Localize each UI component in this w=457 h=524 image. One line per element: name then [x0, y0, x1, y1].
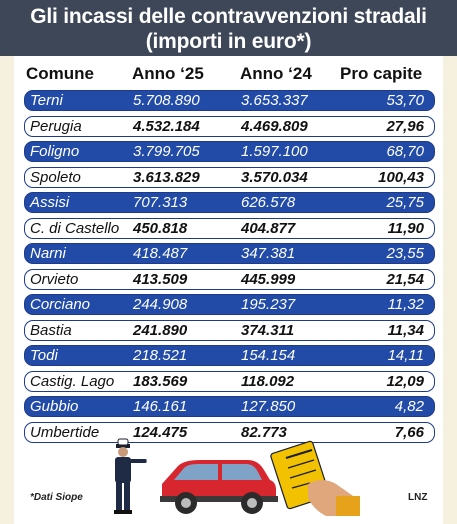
cell-anno-25: 124.475 — [133, 423, 188, 441]
table-row: Narni 418.487 347.381 23,55 — [24, 243, 435, 264]
cell-pro-capite: 25,75 — [386, 194, 424, 211]
cell-pro-capite: 11,32 — [387, 296, 424, 313]
cell-anno-25: 3.613.829 — [133, 168, 200, 186]
cell-pro-capite: 23,55 — [386, 245, 424, 262]
cell-anno-24: 118.092 — [241, 372, 295, 390]
cell-anno-25: 450.818 — [133, 219, 188, 237]
cell-pro-capite: 14,11 — [387, 347, 424, 364]
cell-anno-24: 127.850 — [241, 398, 296, 415]
traffic-police-officer-icon — [114, 438, 152, 514]
cell-anno-24: 4.469.809 — [241, 117, 308, 135]
cell-comune: Perugia — [30, 117, 82, 135]
cell-anno-24: 626.578 — [241, 194, 296, 211]
cell-anno-25: 707.313 — [133, 194, 188, 211]
table-row: Foligno 3.799.705 1.597.100 68,70 — [24, 141, 435, 162]
cell-anno-24: 1.597.100 — [241, 143, 308, 160]
cell-comune: Umbertide — [30, 423, 100, 441]
table-row: Corciano 244.908 195.237 11,32 — [24, 294, 435, 315]
cell-pro-capite: 27,96 — [386, 117, 424, 135]
cell-comune: Todi — [30, 347, 58, 364]
table-row: Spoleto 3.613.829 3.570.034 100,43 — [24, 166, 435, 188]
table-row: Gubbio 146.161 127.850 4,82 — [24, 396, 435, 417]
cell-comune: Castig. Lago — [30, 372, 115, 390]
cell-anno-25: 146.161 — [133, 398, 188, 415]
cell-anno-24: 154.154 — [241, 347, 296, 364]
illustration — [114, 438, 360, 516]
credit-label: LNZ — [408, 492, 428, 503]
cell-anno-24: 3.653.337 — [241, 92, 308, 109]
cell-pro-capite: 7,66 — [394, 423, 424, 441]
table-row: Orvieto 413.509 445.999 21,54 — [24, 268, 435, 290]
table-row: C. di Castello 450.818 404.877 11,90 — [24, 217, 435, 239]
cell-anno-24: 445.999 — [241, 270, 296, 288]
cell-pro-capite: 100,43 — [378, 168, 424, 186]
cell-anno-25: 3.799.705 — [133, 143, 200, 160]
table-row: Castig. Lago 183.569 118.092 12,09 — [24, 370, 435, 392]
cell-anno-24: 3.570.034 — [241, 168, 308, 186]
table-row: Terni 5.708.890 3.653.337 53,70 — [24, 90, 435, 111]
cell-anno-24: 404.877 — [241, 219, 296, 237]
cell-anno-25: 4.532.184 — [133, 117, 200, 135]
cell-anno-25: 5.708.890 — [133, 92, 200, 109]
cell-comune: Terni — [30, 92, 63, 109]
header-anno-25: Anno ‘25 — [132, 64, 204, 83]
title-bar: Gli incassi delle contravvenzioni strada… — [0, 0, 457, 56]
cell-comune: C. di Castello — [30, 219, 120, 237]
cell-comune: Orvieto — [30, 270, 79, 288]
cell-pro-capite: 53,70 — [386, 92, 424, 109]
header-anno-24: Anno ‘24 — [240, 64, 312, 83]
cell-anno-24: 374.311 — [241, 321, 295, 339]
cell-anno-24: 82.773 — [241, 423, 287, 441]
cell-anno-25: 218.521 — [133, 347, 188, 364]
cell-comune: Assisi — [30, 194, 70, 211]
cell-pro-capite: 11,34 — [387, 321, 424, 339]
cell-anno-25: 413.509 — [133, 270, 188, 288]
table-row: Bastia 241.890 374.311 11,34 — [24, 319, 435, 341]
table-row: Perugia 4.532.184 4.469.809 27,96 — [24, 115, 435, 137]
cell-comune: Bastia — [30, 321, 72, 339]
cell-anno-25: 244.908 — [133, 296, 188, 313]
header-pro-capite: Pro capite — [340, 64, 423, 83]
cell-anno-24: 195.237 — [241, 296, 296, 313]
chart-subtitle: (importi in euro*) — [145, 30, 312, 53]
header-comune: Comune — [26, 64, 94, 83]
source-note: *Dati Siope — [30, 492, 83, 503]
cell-anno-25: 183.569 — [133, 372, 188, 390]
table-row: Assisi 707.313 626.578 25,75 — [24, 192, 435, 213]
cell-comune: Narni — [30, 245, 66, 262]
chart-title: Gli incassi delle contravvenzioni strada… — [30, 5, 427, 28]
table-row: Umbertide 124.475 82.773 7,66 — [24, 421, 435, 443]
cell-pro-capite: 12,09 — [386, 372, 424, 390]
cell-pro-capite: 21,54 — [386, 270, 424, 288]
cell-pro-capite: 11,90 — [387, 219, 424, 237]
cell-comune: Spoleto — [30, 168, 81, 186]
red-car-icon — [160, 460, 278, 514]
cell-anno-25: 418.487 — [133, 245, 188, 262]
cell-anno-25: 241.890 — [133, 321, 188, 339]
table-row: Todi 218.521 154.154 14,11 — [24, 345, 435, 366]
table-header: Comune Anno ‘25 Anno ‘24 Pro capite — [14, 64, 443, 86]
cell-comune: Corciano — [30, 296, 91, 313]
cell-comune: Gubbio — [30, 398, 79, 415]
hand-icon — [308, 480, 360, 516]
cell-anno-24: 347.381 — [241, 245, 296, 262]
cell-comune: Foligno — [30, 143, 80, 160]
cell-pro-capite: 68,70 — [386, 143, 424, 160]
cell-pro-capite: 4,82 — [394, 398, 424, 415]
